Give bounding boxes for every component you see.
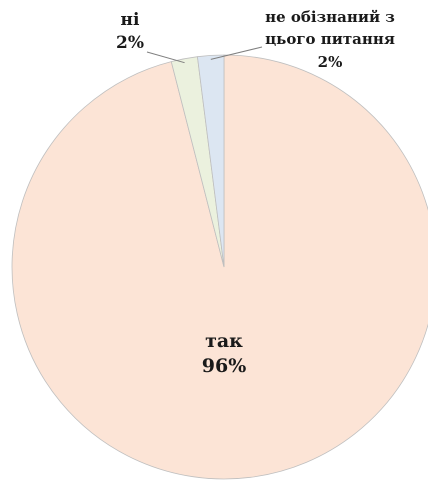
slice-not-aware xyxy=(196,54,225,268)
label-not-aware-line2: цього питання xyxy=(265,30,395,48)
label-yes-percent: 96% xyxy=(202,355,247,377)
label-no-name: ні xyxy=(121,10,140,30)
pie-slices xyxy=(11,54,428,480)
label-yes-name: так xyxy=(205,330,243,352)
slice-yes xyxy=(11,54,428,480)
leader-line-no xyxy=(146,51,185,64)
label-no-percent: 2% xyxy=(116,33,144,53)
label-not-aware-line1: не обізнаний з xyxy=(265,8,395,26)
leader-line-not-aware xyxy=(210,46,263,60)
label-not-aware-percent: 2% xyxy=(318,53,343,71)
